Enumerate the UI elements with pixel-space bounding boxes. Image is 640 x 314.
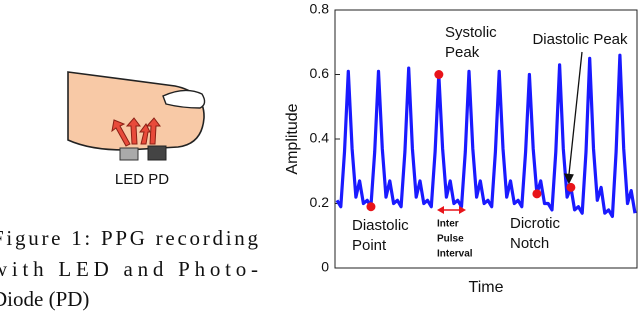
annotation-point	[366, 202, 376, 212]
arrow-head	[563, 173, 574, 185]
annotation-point	[532, 189, 542, 199]
interval-label: Inter	[437, 219, 459, 230]
arrow-head	[437, 206, 466, 214]
finger-illustration: LED PD	[67, 71, 206, 188]
annotation-point	[566, 182, 576, 192]
x-axis-label: Time	[469, 279, 504, 296]
led	[119, 147, 139, 161]
annotation-label: Diastolic Peak	[532, 31, 628, 48]
annotation-label: Peak	[445, 44, 480, 61]
annotation-label: Systolic	[445, 24, 497, 41]
light-arrows	[111, 117, 161, 147]
annotation-label: Point	[352, 237, 387, 254]
y-tick-label: 0.6	[310, 65, 330, 81]
caption-line: with LED and Photo-	[0, 257, 258, 281]
y-tick-label: 0.2	[310, 194, 330, 210]
photodiode	[147, 145, 167, 161]
ppg-line	[335, 53, 637, 218]
y-tick-label: 0.4	[310, 130, 330, 146]
annotation-point	[434, 70, 444, 79]
interval-label: Pulse	[437, 234, 464, 245]
y-tick-label: 0.8	[310, 1, 330, 17]
interval-label: Interval	[437, 249, 473, 260]
sensor-label: LED PD	[115, 171, 169, 188]
annotation-arrow	[568, 51, 583, 176]
nail	[162, 89, 206, 109]
annotation-label: Diastolic	[352, 217, 409, 234]
annotation-label: Dicrotic	[510, 215, 561, 232]
y-axis-label: Amplitude	[284, 103, 301, 174]
caption-line: Figure 1: PPG recording	[0, 226, 259, 250]
caption-line: Diode (PD)	[0, 287, 89, 311]
y-tick-label: 0	[321, 259, 329, 275]
annotation-label: Notch	[510, 235, 549, 252]
